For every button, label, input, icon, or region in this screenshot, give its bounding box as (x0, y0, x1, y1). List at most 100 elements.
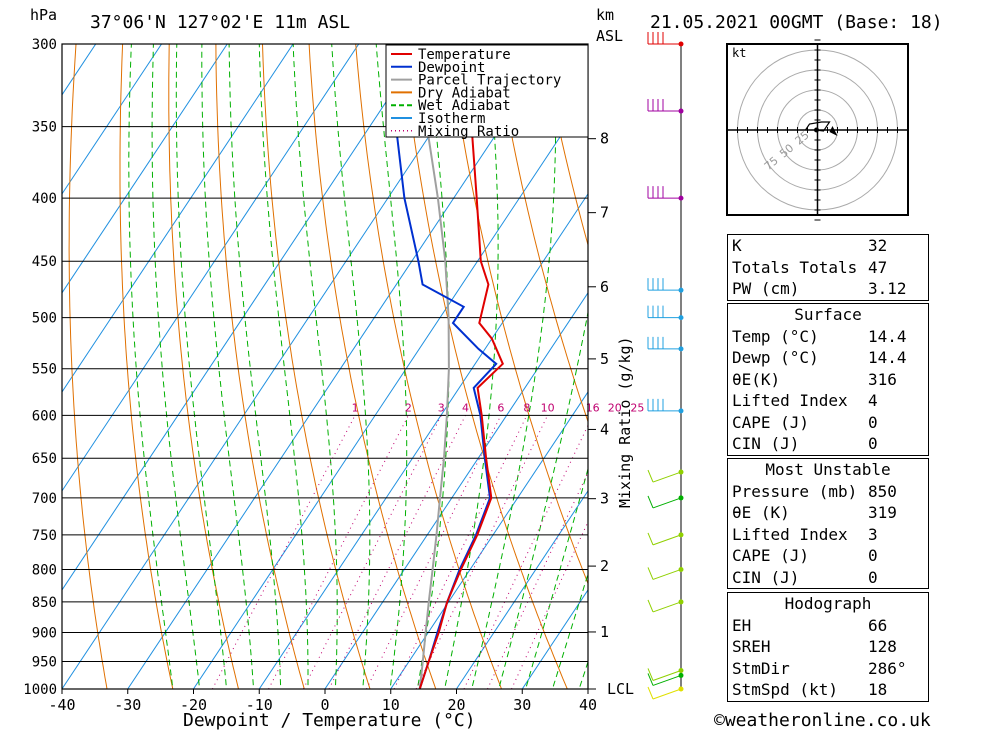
mixing-ratio-label: 16 (586, 401, 600, 414)
height-km-ticks: 8 7 6 5 4 3 2 1 LCL (588, 130, 634, 698)
dry-adiabat-line (215, 44, 305, 689)
dry-adiabat-line (168, 44, 240, 689)
datetime-label: 21.05.2021 00GMT (Base: 18) (650, 12, 943, 33)
x-tick-label: 40 (579, 696, 597, 714)
profile-series (394, 44, 504, 689)
surface-label: Dewp (°C) (732, 348, 819, 367)
wet-adiabat-line (498, 309, 588, 689)
surface-value: 0 (868, 434, 878, 453)
mixing-ratio-label: 10 (541, 401, 555, 414)
km-label: km (596, 6, 614, 24)
hodograph-row: StmSpd (kt) 18 (728, 679, 928, 701)
surface-row: CAPE (J) 0 (728, 412, 928, 434)
km-tick-label: 3 (600, 490, 609, 508)
wind-barb-feather (647, 673, 654, 686)
isotherm-line (324, 291, 588, 689)
most-unstable-value: 0 (868, 546, 878, 565)
dry-adiabat-line (494, 44, 588, 424)
pressure-tick-label: 650 (32, 451, 57, 467)
wind-barb (647, 99, 684, 114)
wet-adiabat-line (375, 44, 408, 689)
wind-barb-staff (652, 497, 682, 509)
hodograph-value: 286° (868, 658, 907, 678)
mixing-ratio-labels: 1 2 3 4 6 8 10 16 20 25 (352, 401, 645, 414)
x-tick-label: -20 (180, 696, 207, 714)
wet-adiabat-line (331, 44, 371, 689)
pressure-lines (62, 43, 588, 690)
pw-row: PW (cm) 3.12 (732, 279, 907, 298)
surface-table: Surface Temp (°C) 14.4 Dewp (°C) 14.4 θE(K) 3… (727, 303, 929, 456)
mixing-ratio-label: 8 (523, 401, 530, 414)
wind-barb-feather (647, 599, 654, 613)
hodograph-value: 128 (868, 637, 897, 656)
isotherm-line (62, 44, 294, 393)
wet-adiabat-line (128, 44, 174, 689)
copyright[interactable]: ©weatheronline.co.uk (714, 710, 931, 731)
legend-label: Temperature (418, 47, 511, 63)
wind-barb (647, 495, 684, 509)
dry-adiabat-line (261, 44, 371, 689)
mixing-ratio-line (487, 471, 588, 689)
wind-barb-staff (652, 471, 682, 483)
most-unstable-label: CIN (J) (732, 567, 800, 587)
most-unstable-row: CIN (J) 0 (728, 567, 928, 589)
most-unstable-value: 0 (868, 567, 878, 587)
pressure-tick-label: 600 (32, 408, 57, 424)
wind-barb (647, 32, 684, 47)
wet-adiabat-line (228, 44, 282, 689)
pressure-axis-ticks: 300 350 400 450 500 550 600 650 700 750 800 850 900 9… (23, 37, 57, 698)
dry-adiabat-line (68, 44, 108, 689)
wind-barb-feather (647, 686, 654, 700)
surface-value: 316 (868, 369, 897, 389)
pressure-tick-label: 450 (32, 254, 57, 270)
km-tick-label: 2 (600, 557, 609, 575)
mixing-ratio-line (415, 415, 549, 689)
wind-barb (647, 278, 684, 293)
wind-barb (647, 532, 684, 546)
isotherm-line (455, 489, 588, 689)
hodograph-unit: kt (732, 46, 746, 60)
wind-barb-feather (647, 668, 654, 681)
pressure-tick-label: 300 (32, 37, 57, 53)
surface-label: CIN (J) (732, 434, 800, 453)
isotherm-line (521, 589, 588, 689)
wind-barb (647, 566, 684, 580)
km-tick-label: LCL (607, 680, 634, 698)
hodograph-label: EH (732, 615, 752, 635)
pressure-tick-label: 700 (32, 491, 57, 507)
wind-barb (647, 305, 684, 321)
x-tick-label: 30 (513, 696, 531, 714)
most-unstable-value: 3 (868, 524, 878, 544)
storm-motion-arrow (829, 126, 838, 136)
most-unstable-title: Most Unstable (765, 460, 891, 479)
pressure-tick-label: 900 (32, 626, 57, 642)
hodograph-row: EH 66 (728, 615, 928, 637)
wind-barb (647, 672, 684, 686)
mixing-ratio-line (302, 415, 442, 689)
wind-barb-staff (652, 688, 682, 700)
mixing-ratio-label: 6 (497, 401, 504, 414)
wind-barb (647, 599, 684, 613)
legend-label: Wet Adiabat (418, 98, 511, 114)
km-tick-label: 7 (600, 204, 609, 222)
legend-label: Dry Adiabat (418, 85, 511, 101)
hodograph-table: Hodograph EH 66 SREH 128 StmDir 286° StmSpd (k… (727, 592, 929, 702)
surface-label: Temp (°C) (732, 326, 819, 346)
surface-value: 14.4 (868, 348, 907, 367)
isotherm-line (390, 391, 588, 689)
legend-label: Dewpoint (418, 60, 485, 76)
surface-label: CAPE (J) (732, 412, 810, 432)
series-line-parcel-trajectory (416, 44, 450, 689)
hpa-label: hPa (30, 6, 57, 24)
pressure-tick-label: 850 (32, 595, 57, 611)
wind-barb-staff (652, 669, 682, 681)
most-unstable-row: θE (K) 319 (728, 502, 928, 524)
x-tick-label: 20 (447, 696, 465, 714)
series-line-dewpoint (394, 44, 498, 689)
surface-row: CIN (J) 0 (728, 433, 928, 455)
wind-barb (647, 686, 684, 700)
hodograph-value: 66 (868, 615, 888, 635)
wind-barb-staff (652, 568, 682, 580)
hodograph-table-title: Hodograph (784, 594, 872, 613)
